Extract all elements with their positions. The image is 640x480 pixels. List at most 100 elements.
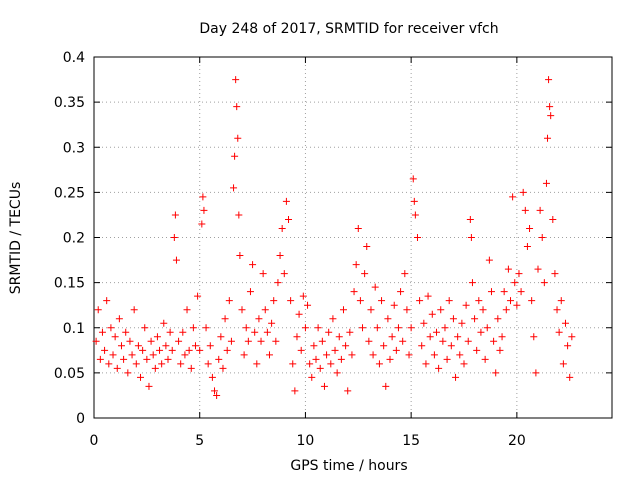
data-point	[151, 364, 159, 372]
data-point	[467, 234, 475, 241]
data-point	[331, 346, 339, 354]
data-point	[234, 134, 242, 142]
data-point	[240, 351, 248, 359]
data-point	[511, 279, 519, 287]
data-point	[177, 360, 185, 368]
x-axis-label: GPS time / hours	[290, 458, 407, 474]
data-point	[559, 360, 567, 368]
data-point	[238, 306, 246, 314]
data-point	[403, 306, 411, 314]
data-point	[158, 360, 166, 368]
data-point	[359, 324, 367, 332]
data-point	[564, 342, 572, 350]
data-point	[502, 306, 510, 314]
data-point	[416, 297, 424, 305]
chart-title: Day 248 of 2017, SRMTID for receiver vfc…	[199, 21, 498, 37]
data-point	[507, 297, 515, 305]
data-point	[156, 346, 164, 354]
data-point	[545, 76, 553, 84]
y-axis-label: SRMTID / TECUs	[8, 182, 24, 295]
data-point	[137, 373, 145, 381]
data-point	[566, 373, 574, 381]
data-point	[494, 315, 502, 323]
data-point	[308, 373, 316, 381]
data-point	[255, 315, 263, 323]
data-point	[194, 292, 202, 300]
data-point	[517, 288, 525, 296]
data-point	[483, 324, 491, 332]
data-point	[276, 252, 284, 260]
data-point	[301, 324, 309, 332]
data-point	[536, 206, 544, 214]
data-point	[375, 360, 383, 368]
data-point	[249, 261, 257, 269]
data-point	[251, 328, 259, 336]
data-point	[352, 261, 360, 269]
data-point	[418, 342, 426, 350]
data-point	[354, 224, 362, 232]
data-point	[405, 351, 413, 359]
data-point	[198, 220, 206, 228]
data-point	[265, 351, 273, 359]
data-point	[132, 360, 140, 368]
y-tick-label: 0.2	[63, 231, 85, 247]
x-tick-label: 5	[195, 433, 204, 449]
x-tick-labels: 0 5 10 15 20	[90, 433, 526, 449]
data-point	[538, 234, 546, 241]
data-point	[528, 297, 536, 305]
data-point	[479, 306, 487, 314]
data-point	[293, 333, 301, 341]
data-point	[428, 310, 436, 318]
data-point	[270, 297, 278, 305]
data-point	[272, 337, 280, 345]
data-point	[253, 360, 261, 368]
data-point	[268, 319, 276, 327]
data-point	[468, 279, 476, 287]
data-point	[143, 355, 151, 363]
data-point	[534, 265, 542, 273]
data-point	[553, 306, 561, 314]
data-point	[282, 197, 290, 205]
data-point	[98, 328, 106, 336]
data-point	[227, 337, 235, 345]
data-point	[335, 333, 343, 341]
data-point	[523, 243, 531, 251]
data-point	[202, 324, 210, 332]
data-point	[443, 355, 451, 363]
data-point	[103, 297, 111, 305]
data-point	[204, 360, 212, 368]
data-point	[342, 342, 350, 350]
data-point	[113, 364, 121, 372]
data-point	[504, 265, 512, 273]
data-point	[257, 337, 265, 345]
data-point	[392, 346, 400, 354]
data-point	[199, 193, 207, 201]
data-point	[401, 270, 409, 278]
y-tick-label: 0.05	[54, 366, 85, 382]
data-point	[471, 315, 479, 323]
data-point	[388, 333, 396, 341]
data-point	[437, 306, 445, 314]
data-point	[130, 306, 138, 314]
data-point	[171, 211, 179, 219]
data-point	[561, 319, 569, 327]
y-tick-label: 0	[76, 411, 85, 427]
data-point	[223, 346, 231, 354]
data-point	[382, 382, 390, 390]
data-point	[420, 319, 428, 327]
data-point	[492, 369, 500, 377]
data-point	[318, 337, 326, 345]
data-point	[278, 224, 286, 232]
data-point	[454, 333, 462, 341]
data-point	[344, 387, 352, 395]
data-point	[490, 337, 498, 345]
data-point	[109, 351, 117, 359]
data-point	[325, 328, 333, 336]
y-tick-label: 0.25	[54, 185, 85, 201]
data-point	[549, 215, 557, 223]
data-point	[115, 315, 123, 323]
x-tick-label: 20	[508, 433, 526, 449]
data-point	[386, 355, 394, 363]
axis-ticks	[93, 56, 612, 419]
data-point	[206, 342, 214, 350]
